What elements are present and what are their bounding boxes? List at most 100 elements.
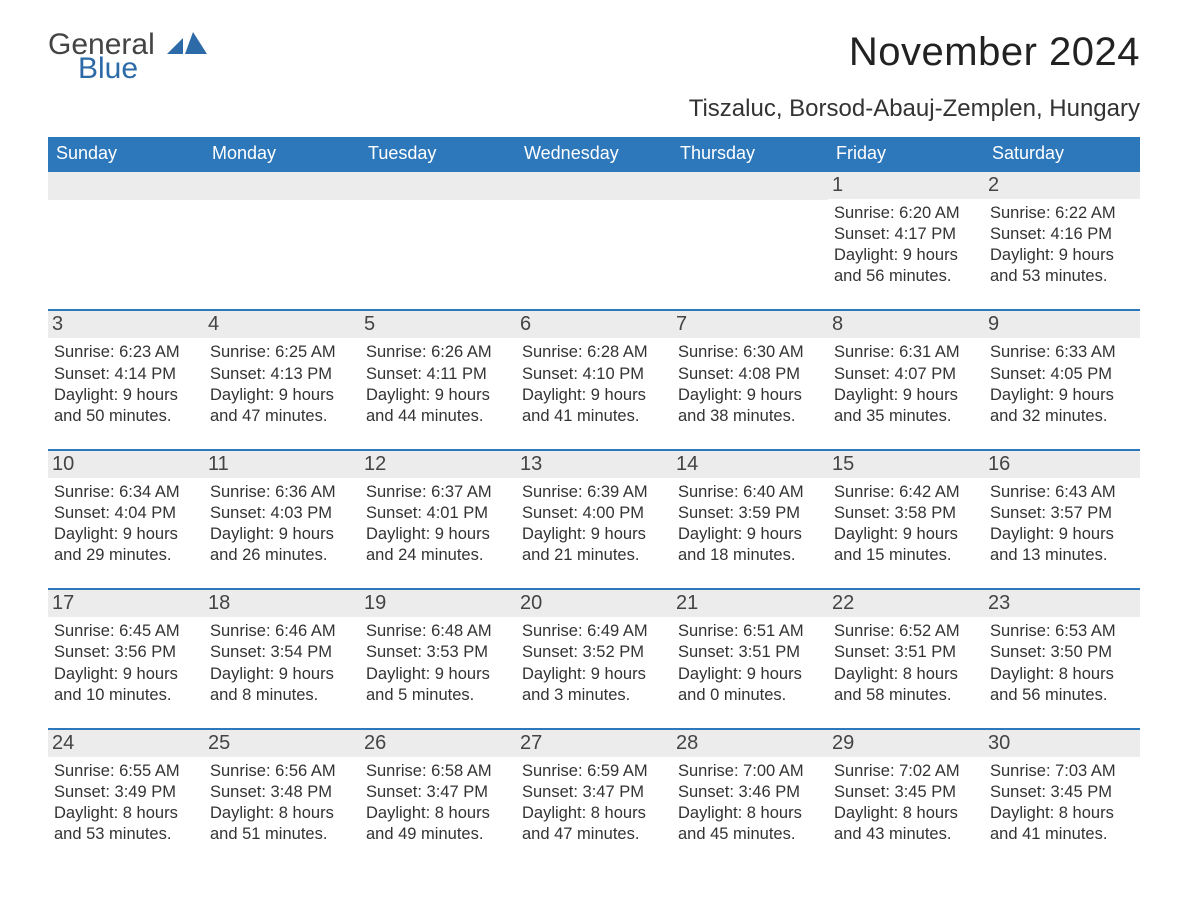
day-number: 28 (672, 730, 828, 757)
day-cell: 8Sunrise: 6:31 AMSunset: 4:07 PMDaylight… (828, 311, 984, 432)
daylight-line: Daylight: 9 hours and 8 minutes. (210, 664, 354, 706)
month-title: November 2024 (689, 30, 1140, 75)
day-number: 7 (672, 311, 828, 338)
sunrise-line: Sunrise: 6:55 AM (54, 761, 198, 782)
daylight-line: Daylight: 8 hours and 56 minutes. (990, 664, 1134, 706)
sunrise-line: Sunrise: 6:53 AM (990, 621, 1134, 642)
header: General Blue November 2024 Tiszaluc, Bor… (48, 30, 1140, 123)
day-cell: 22 Sunrise: 6:52 AMSunset: 3:51 PMDayligh… (828, 590, 984, 711)
day-cell: 23Sunrise: 6:53 AMSunset: 3:50 PMDayligh… (984, 590, 1140, 711)
day-cell: 3Sunrise: 6:23 AMSunset: 4:14 PMDaylight… (48, 311, 204, 432)
daylight-line: Daylight: 8 hours and 58 minutes. (834, 664, 978, 706)
day-number: 24 (48, 730, 204, 757)
sunset-line: Sunset: 3:54 PM (210, 642, 354, 663)
sunset-line: Sunset: 3:48 PM (210, 782, 354, 803)
day-number: 30 (984, 730, 1140, 757)
daylight-line: Daylight: 9 hours and 0 minutes. (678, 664, 822, 706)
day-number: 11 (204, 451, 360, 478)
day-number: 22 (828, 590, 984, 617)
sunset-line: Sunset: 3:53 PM (366, 642, 510, 663)
day-cell: 7Sunrise: 6:30 AMSunset: 4:08 PMDaylight… (672, 311, 828, 432)
day-cell: 21Sunrise: 6:51 AMSunset: 3:51 PMDayligh… (672, 590, 828, 711)
day-number: 5 (360, 311, 516, 338)
daylight-line: Daylight: 9 hours and 29 minutes. (54, 524, 198, 566)
sunset-line: Sunset: 4:13 PM (210, 364, 354, 385)
daylight-line: Daylight: 9 hours and 53 minutes. (990, 245, 1134, 287)
day-cell: 28 Sunrise: 7:00 AMSunset: 3:46 PMDayligh… (672, 730, 828, 851)
weekday-header-cell: Friday (828, 137, 984, 170)
daylight-line: Daylight: 9 hours and 32 minutes. (990, 385, 1134, 427)
sunrise-line: Sunrise: 6:20 AM (834, 203, 978, 224)
daylight-line: Daylight: 8 hours and 51 minutes. (210, 803, 354, 845)
sunrise-line: Sunrise: 6:26 AM (366, 342, 510, 363)
sunset-line: Sunset: 3:45 PM (990, 782, 1134, 803)
sunset-line: Sunset: 3:50 PM (990, 642, 1134, 663)
sunset-line: Sunset: 3:45 PM (834, 782, 978, 803)
daylight-line: Daylight: 8 hours and 53 minutes. (54, 803, 198, 845)
day-cell: 27Sunrise: 6:59 AMSunset: 3:47 PMDayligh… (516, 730, 672, 851)
daylight-line: Daylight: 9 hours and 5 minutes. (366, 664, 510, 706)
day-number: 2 (984, 172, 1140, 199)
title-block: November 2024 Tiszaluc, Borsod-Abauj-Zem… (689, 30, 1140, 123)
logo: General Blue (48, 30, 207, 84)
empty-day-header (672, 172, 828, 200)
day-body: Sunrise: 6:55 AMSunset: 3:49 PMDaylight:… (54, 761, 198, 845)
sunset-line: Sunset: 3:57 PM (990, 503, 1134, 524)
daylight-line: Daylight: 9 hours and 18 minutes. (678, 524, 822, 566)
sunrise-line: Sunrise: 6:37 AM (366, 482, 510, 503)
weekday-header-cell: Tuesday (360, 137, 516, 170)
daylight-line: Daylight: 9 hours and 41 minutes. (522, 385, 666, 427)
calendar: SundayMondayTuesdayWednesdayThursdayFrid… (48, 137, 1140, 851)
sunset-line: Sunset: 3:51 PM (834, 642, 978, 663)
daylight-line: Daylight: 9 hours and 47 minutes. (210, 385, 354, 427)
empty-day-header (204, 172, 360, 200)
day-cell: 26Sunrise: 6:58 AMSunset: 3:47 PMDayligh… (360, 730, 516, 851)
sunset-line: Sunset: 4:00 PM (522, 503, 666, 524)
sunrise-line: Sunrise: 6:33 AM (990, 342, 1134, 363)
weekday-header-cell: Monday (204, 137, 360, 170)
daylight-line: Daylight: 9 hours and 13 minutes. (990, 524, 1134, 566)
week-row: 10Sunrise: 6:34 AMSunset: 4:04 PMDayligh… (48, 449, 1140, 572)
sunrise-line: Sunrise: 6:46 AM (210, 621, 354, 642)
day-cell: 30 Sunrise: 7:03 AMSunset: 3:45 PMDayligh… (984, 730, 1140, 851)
day-body: Sunrise: 6:46 AMSunset: 3:54 PMDaylight:… (210, 621, 354, 705)
weekday-header-cell: Saturday (984, 137, 1140, 170)
day-body: Sunrise: 6:52 AMSunset: 3:51 PMDaylight:… (834, 621, 978, 705)
sunset-line: Sunset: 3:59 PM (678, 503, 822, 524)
day-cell (204, 172, 360, 293)
day-cell: 15Sunrise: 6:42 AMSunset: 3:58 PMDayligh… (828, 451, 984, 572)
sunset-line: Sunset: 3:52 PM (522, 642, 666, 663)
daylight-line: Daylight: 9 hours and 21 minutes. (522, 524, 666, 566)
day-body: Sunrise: 6:48 AMSunset: 3:53 PMDaylight:… (366, 621, 510, 705)
daylight-line: Daylight: 8 hours and 49 minutes. (366, 803, 510, 845)
daylight-line: Daylight: 9 hours and 24 minutes. (366, 524, 510, 566)
day-body: Sunrise: 6:59 AMSunset: 3:47 PMDaylight:… (522, 761, 666, 845)
sunset-line: Sunset: 4:05 PM (990, 364, 1134, 385)
day-body: Sunrise: 7:00 AMSunset: 3:46 PMDaylight:… (678, 761, 822, 845)
daylight-line: Daylight: 9 hours and 38 minutes. (678, 385, 822, 427)
day-body: Sunrise: 6:49 AMSunset: 3:52 PMDaylight:… (522, 621, 666, 705)
sunset-line: Sunset: 3:47 PM (522, 782, 666, 803)
day-number: 25 (204, 730, 360, 757)
sunset-line: Sunset: 3:58 PM (834, 503, 978, 524)
location-text: Tiszaluc, Borsod-Abauj-Zemplen, Hungary (689, 95, 1140, 123)
day-body: Sunrise: 7:03 AMSunset: 3:45 PMDaylight:… (990, 761, 1134, 845)
day-number: 15 (828, 451, 984, 478)
sunrise-line: Sunrise: 6:42 AM (834, 482, 978, 503)
daylight-line: Daylight: 9 hours and 26 minutes. (210, 524, 354, 566)
daylight-line: Daylight: 9 hours and 10 minutes. (54, 664, 198, 706)
sunset-line: Sunset: 3:49 PM (54, 782, 198, 803)
day-cell: 13Sunrise: 6:39 AMSunset: 4:00 PMDayligh… (516, 451, 672, 572)
sunset-line: Sunset: 4:04 PM (54, 503, 198, 524)
sunrise-line: Sunrise: 6:45 AM (54, 621, 198, 642)
sunrise-line: Sunrise: 6:40 AM (678, 482, 822, 503)
daylight-line: Daylight: 8 hours and 41 minutes. (990, 803, 1134, 845)
day-number: 13 (516, 451, 672, 478)
sunset-line: Sunset: 4:10 PM (522, 364, 666, 385)
daylight-line: Daylight: 9 hours and 44 minutes. (366, 385, 510, 427)
day-body: Sunrise: 6:36 AMSunset: 4:03 PMDaylight:… (210, 482, 354, 566)
day-number: 18 (204, 590, 360, 617)
day-number: 16 (984, 451, 1140, 478)
sunset-line: Sunset: 4:14 PM (54, 364, 198, 385)
day-body: Sunrise: 6:23 AMSunset: 4:14 PMDaylight:… (54, 342, 198, 426)
